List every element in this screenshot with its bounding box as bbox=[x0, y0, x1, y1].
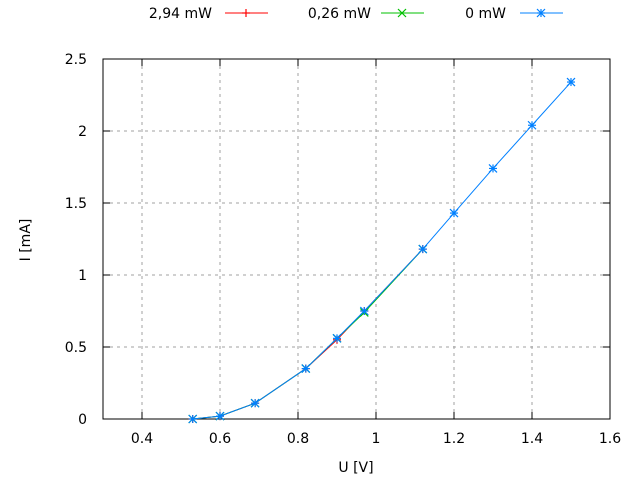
marker-stroke bbox=[188, 414, 198, 424]
marker-stroke bbox=[250, 398, 260, 408]
y-tick-label: 2 bbox=[78, 124, 87, 140]
star-marker bbox=[527, 120, 537, 130]
x-tick-label: 1.6 bbox=[599, 431, 621, 447]
cross-marker bbox=[397, 8, 407, 18]
star-marker bbox=[566, 77, 576, 87]
x-axis-label: U [V] bbox=[338, 460, 373, 476]
star-marker bbox=[215, 411, 225, 421]
star-marker bbox=[188, 414, 198, 424]
marker-stroke bbox=[397, 8, 407, 18]
x-tick-label: 0.6 bbox=[209, 431, 231, 447]
marker-stroke bbox=[536, 8, 546, 18]
marker-stroke bbox=[359, 306, 369, 316]
legend-label: 2,94 mW bbox=[149, 6, 212, 22]
star-marker bbox=[488, 164, 498, 173]
grid bbox=[103, 59, 610, 419]
y-axis-label: I [mA] bbox=[18, 219, 34, 262]
legend-label: 0,26 mW bbox=[308, 6, 371, 22]
y-tick-label: 2.5 bbox=[65, 52, 87, 68]
series-2 bbox=[188, 77, 576, 424]
y-tick-label: 1.5 bbox=[65, 196, 87, 212]
marker-stroke bbox=[332, 333, 342, 343]
ticks: 0.4 0.6 0.8 1 1.2 1.4 1.6 0 0.5 1 1.5 2 2.5 bbox=[65, 52, 621, 447]
marker-stroke bbox=[449, 208, 459, 218]
x-tick-label: 0.4 bbox=[131, 431, 153, 447]
marker-stroke bbox=[215, 411, 225, 421]
marker-stroke bbox=[566, 77, 576, 87]
star-marker bbox=[536, 8, 546, 18]
series-group bbox=[188, 77, 576, 424]
star-marker bbox=[332, 333, 342, 343]
series-0 bbox=[188, 245, 427, 423]
y-tick-label: 0.5 bbox=[65, 340, 87, 356]
x-tick-label: 0.8 bbox=[287, 431, 309, 447]
plus-marker bbox=[242, 9, 250, 17]
x-tick-label: 1.4 bbox=[521, 431, 543, 447]
marker-stroke bbox=[418, 244, 428, 254]
x-tick-label: 1 bbox=[372, 431, 381, 447]
series-1 bbox=[188, 244, 428, 424]
marker-stroke bbox=[301, 364, 311, 374]
legend-label: 0 mW bbox=[465, 6, 506, 22]
star-marker bbox=[449, 208, 459, 218]
legend: 2,94 mW 0,26 mW 0 mW bbox=[149, 6, 563, 22]
star-marker bbox=[250, 398, 260, 408]
star-marker bbox=[418, 244, 428, 254]
star-marker bbox=[359, 306, 369, 316]
y-tick-label: 1 bbox=[78, 268, 87, 284]
star-marker bbox=[301, 364, 311, 374]
y-tick-label: 0 bbox=[78, 412, 87, 428]
plot-frame bbox=[102, 58, 611, 420]
series-line bbox=[192, 81, 572, 420]
marker-stroke bbox=[527, 120, 537, 130]
marker-stroke bbox=[488, 164, 498, 173]
x-tick-label: 1.2 bbox=[443, 431, 465, 447]
